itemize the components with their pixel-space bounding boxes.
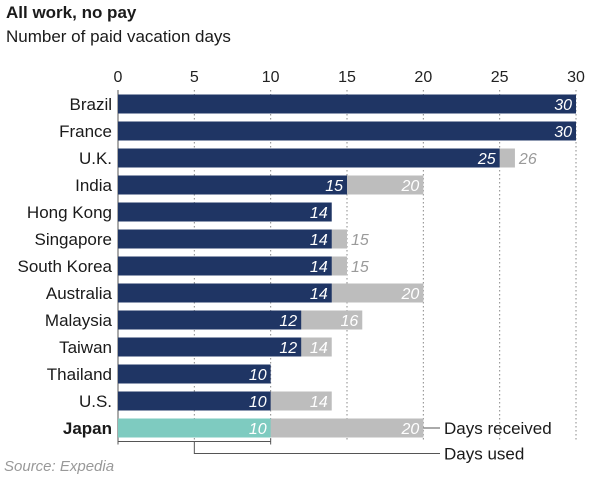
- category-label: U.K.: [79, 149, 112, 168]
- value-label-used: 10: [249, 394, 267, 411]
- value-label-used: 12: [279, 313, 297, 330]
- bar-used: [118, 256, 332, 276]
- annotation-leader-used: [193, 441, 440, 454]
- category-label: Singapore: [34, 230, 112, 249]
- category-label: Hong Kong: [27, 203, 112, 222]
- annotations: Days received Days used: [117, 419, 552, 464]
- category-label: Thailand: [47, 365, 112, 384]
- bar-used: [118, 418, 271, 438]
- chart-subtitle: Number of paid vacation days: [6, 27, 231, 46]
- bar-used: [118, 364, 271, 384]
- value-label-used: 15: [325, 178, 343, 195]
- category-labels: Brazil France U.K. India Hong Kong Singapore S…: [17, 95, 112, 438]
- source-note: Source: Expedia: [4, 458, 115, 475]
- category-label: South Korea: [17, 257, 112, 276]
- category-label: Japan: [63, 419, 112, 438]
- category-label: Taiwan: [59, 338, 112, 357]
- value-label-used: 14: [310, 232, 328, 249]
- bar-used: [118, 283, 332, 303]
- category-label: U.S.: [79, 392, 112, 411]
- bar-used: [118, 175, 347, 195]
- x-axis-ticks: 0 5 10 15 20 25 30: [114, 69, 585, 86]
- value-label-received: 16: [340, 313, 358, 330]
- value-label-used: 30: [554, 124, 572, 141]
- category-label: Australia: [46, 284, 113, 303]
- value-label-received: 14: [310, 394, 328, 411]
- bar-used: [118, 337, 302, 357]
- bar-used: [118, 148, 500, 168]
- category-label: France: [59, 122, 112, 141]
- bar-used: [118, 229, 332, 249]
- value-label-received: 14: [310, 340, 328, 357]
- bars: 30 30 25 26 15 20 14 14 15 14 15 14 20 12 16 12 14 10 10 14…: [118, 94, 576, 438]
- value-label-used: 10: [249, 367, 267, 384]
- x-tick-label: 15: [338, 69, 356, 86]
- value-label-used: 14: [310, 286, 328, 303]
- value-label-received: 20: [401, 178, 420, 195]
- bar-used: [118, 310, 302, 330]
- value-label-used: 14: [310, 205, 328, 222]
- category-label: India: [75, 176, 112, 195]
- category-label: Malaysia: [45, 311, 113, 330]
- value-label-used: 10: [249, 421, 267, 438]
- value-label-received: 26: [518, 151, 537, 168]
- x-tick-label: 20: [414, 69, 432, 86]
- value-label-used: 12: [279, 340, 297, 357]
- bar-used: [118, 391, 271, 411]
- value-label-received: 20: [401, 421, 420, 438]
- value-label-received: 15: [351, 259, 369, 276]
- x-tick-label: 0: [114, 69, 123, 86]
- annotation-days-used: Days used: [444, 445, 524, 464]
- bar-used: [118, 94, 576, 114]
- category-label: Brazil: [69, 95, 112, 114]
- chart-title: All work, no pay: [6, 3, 137, 22]
- x-tick-label: 10: [262, 69, 280, 86]
- value-label-received: 15: [351, 232, 369, 249]
- value-label-used: 30: [554, 97, 572, 114]
- value-label-received: 20: [401, 286, 420, 303]
- x-tick-label: 5: [190, 69, 199, 86]
- annotation-days-received: Days received: [444, 419, 552, 438]
- value-label-used: 25: [477, 151, 496, 168]
- x-tick-label: 30: [567, 69, 585, 86]
- value-label-used: 14: [310, 259, 328, 276]
- bar-used: [118, 202, 332, 222]
- bar-used: [118, 121, 576, 141]
- x-tick-label: 25: [491, 69, 509, 86]
